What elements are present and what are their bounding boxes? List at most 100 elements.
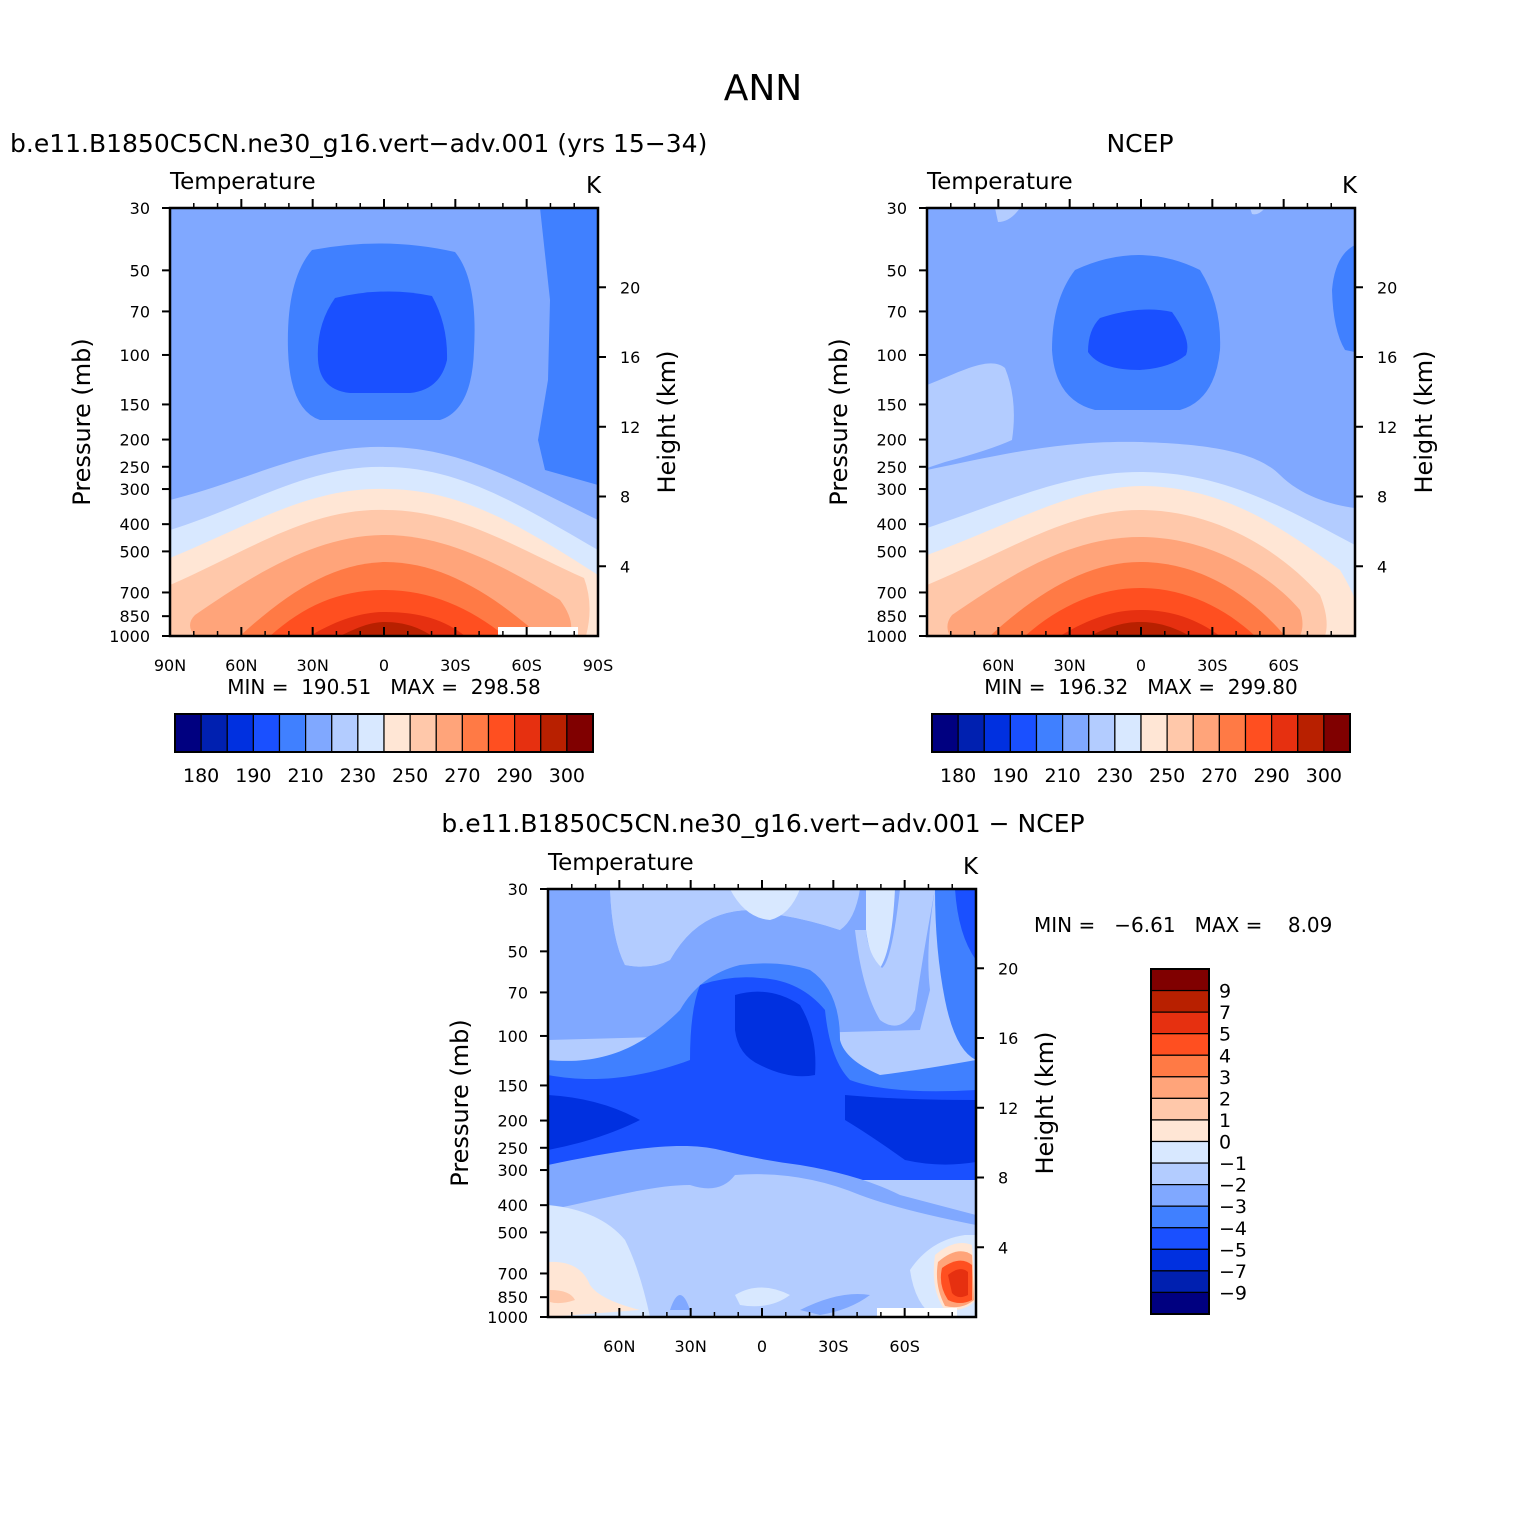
contour-band	[1332, 245, 1355, 352]
colorbar-label: 210	[1044, 765, 1080, 787]
contour-band	[866, 889, 895, 968]
x-tick-label: 60N	[603, 1337, 635, 1356]
contour-band	[735, 1287, 790, 1307]
y-tick-label: 150	[497, 1076, 528, 1095]
y-tick-label: 150	[119, 395, 150, 414]
panel-diff-contours	[548, 889, 976, 1317]
x-tick-label: 0	[1136, 656, 1146, 675]
colorbar-label: −3	[1219, 1196, 1247, 1218]
colorbar-label: 230	[1097, 765, 1133, 787]
contour-band	[1250, 208, 1265, 215]
x-tick-label: 60N	[225, 656, 257, 675]
colorbar-swatch	[1323, 713, 1351, 753]
x-tick-label: 30N	[675, 1337, 707, 1356]
y-tick-label: 70	[130, 302, 150, 321]
colorbar-swatch	[1114, 713, 1142, 753]
contour-band	[955, 889, 976, 960]
colorbar-swatch	[305, 713, 333, 753]
colorbar-label: 210	[287, 765, 323, 787]
colorbar-frame	[931, 713, 1351, 753]
colorbar-label: −9	[1219, 1282, 1247, 1304]
colorbar-label: 180	[183, 765, 219, 787]
y-tick-label: 100	[119, 346, 150, 365]
y2-tick-label: 16	[998, 1029, 1018, 1048]
colorbar-swatch	[1192, 713, 1220, 753]
colorbar-swatch	[1150, 1270, 1210, 1294]
panel-diff-title: b.e11.B1850C5CN.ne30_g16.vert−adv.001 − …	[441, 809, 1084, 838]
colorbar-swatch	[1009, 713, 1038, 753]
panel-ncep-ylabel: Pressure (mb)	[825, 338, 853, 505]
y-tick-label: 200	[876, 431, 907, 450]
panel-ncep-contours	[927, 208, 1355, 636]
y-tick-label: 50	[130, 261, 150, 280]
colorbar-swatch	[487, 713, 516, 753]
panel-ncep-y2label: Height (km)	[1410, 351, 1438, 494]
colorbar-swatch	[357, 713, 385, 753]
y2-tick-label: 20	[998, 959, 1018, 978]
colorbar-swatch	[200, 713, 228, 753]
colorbar-swatch	[435, 713, 463, 753]
x-tick-label: 0	[757, 1337, 767, 1356]
panel-diff-units: K	[963, 854, 979, 880]
panel-ncep-min-max: MIN = 196.32 MAX = 299.80	[984, 675, 1297, 699]
colorbar-swatch	[1150, 1184, 1210, 1207]
colorbar-swatch	[514, 713, 542, 753]
x-tick-label: 90S	[583, 656, 614, 675]
y-tick-label: 250	[119, 458, 150, 477]
colorbar-label: 290	[1253, 765, 1289, 787]
y-tick-label: 400	[497, 1196, 528, 1215]
contour-band	[845, 1095, 976, 1165]
y-tick-label: 30	[130, 199, 150, 218]
colorbar-swatch	[1140, 713, 1168, 753]
colorbar-label: 300	[549, 765, 585, 787]
colorbar-label: 5	[1219, 1024, 1231, 1046]
colorbar-swatch	[1244, 713, 1273, 753]
colorbar-swatch	[331, 713, 359, 753]
colorbar-swatch	[1218, 713, 1247, 753]
colorbar-label: 250	[1149, 765, 1185, 787]
x-tick-label: 0	[379, 656, 389, 675]
missing-data-region	[877, 1308, 957, 1317]
panel-model-min-max: MIN = 190.51 MAX = 298.58	[227, 675, 540, 699]
x-tick-label: 30N	[1054, 656, 1086, 675]
panel-model-units: K	[586, 173, 602, 199]
contour-band	[995, 208, 1020, 222]
contour-band	[730, 889, 800, 920]
y-tick-label: 70	[508, 983, 528, 1002]
panel-model-colorbar: 180 190 210 230 250 270 290 300	[174, 713, 594, 787]
colorbar-label: 0	[1219, 1132, 1231, 1154]
contour-band	[340, 622, 432, 636]
colorbar-frame	[1150, 968, 1210, 1315]
y-tick-label: 400	[119, 515, 150, 534]
y2-tick-label: 8	[998, 1169, 1008, 1188]
x-tick-label: 60S	[511, 656, 542, 675]
y-tick-label: 70	[887, 302, 907, 321]
y2-tick-label: 8	[1377, 488, 1387, 507]
colorbar-swatch	[1150, 968, 1210, 992]
contour-band	[855, 889, 935, 1026]
y-tick-label: 1000	[866, 627, 907, 646]
contour-band	[670, 1295, 690, 1310]
colorbar-label: 4	[1219, 1045, 1231, 1067]
panel-model-y2label: Height (km)	[653, 351, 681, 494]
x-tick-label: 30S	[1197, 656, 1228, 675]
colorbar-swatch	[1271, 713, 1299, 753]
colorbar-label: −4	[1219, 1218, 1247, 1240]
x-tick-label: 60N	[982, 656, 1014, 675]
y-tick-label: 500	[876, 542, 907, 561]
colorbar-swatch	[226, 713, 254, 753]
colorbar-swatch	[983, 713, 1011, 753]
colorbar-swatch	[1088, 713, 1116, 753]
y-tick-label: 30	[887, 199, 907, 218]
y2-tick-label: 8	[620, 488, 630, 507]
missing-data-region	[498, 627, 578, 636]
x-tick-label: 90N	[154, 656, 186, 675]
y-tick-label: 150	[876, 395, 907, 414]
x-tick-label: 30N	[297, 656, 329, 675]
contour-band	[317, 291, 448, 393]
panel-model-title: b.e11.B1850C5CN.ne30_g16.vert−adv.001 (y…	[10, 129, 707, 158]
colorbar-label: 290	[496, 765, 532, 787]
colorbar-label: 1	[1219, 1110, 1231, 1132]
